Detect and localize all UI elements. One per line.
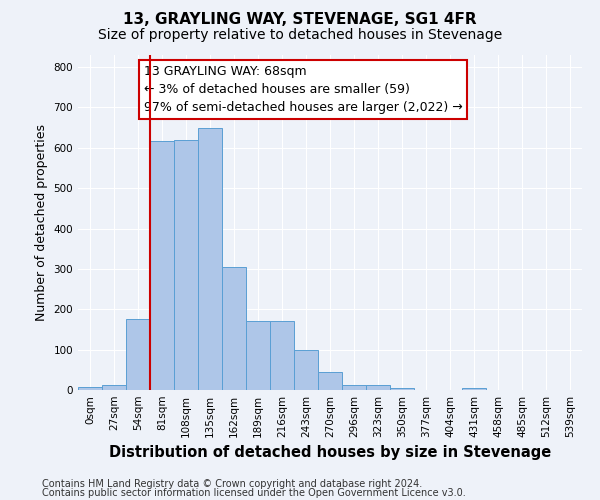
Bar: [462, 388, 486, 390]
Text: Contains HM Land Registry data © Crown copyright and database right 2024.: Contains HM Land Registry data © Crown c…: [42, 479, 422, 489]
Y-axis label: Number of detached properties: Number of detached properties: [35, 124, 48, 321]
Bar: [222, 267, 246, 390]
Bar: [126, 320, 150, 390]
Bar: [318, 372, 342, 390]
Bar: [198, 128, 222, 390]
X-axis label: Distribution of detached houses by size in Stevenage: Distribution of detached houses by size …: [109, 446, 551, 460]
Text: 13 GRAYLING WAY: 68sqm
← 3% of detached houses are smaller (59)
97% of semi-deta: 13 GRAYLING WAY: 68sqm ← 3% of detached …: [143, 65, 462, 114]
Text: 13, GRAYLING WAY, STEVENAGE, SG1 4FR: 13, GRAYLING WAY, STEVENAGE, SG1 4FR: [123, 12, 477, 28]
Bar: [78, 387, 102, 390]
Bar: [246, 320, 270, 390]
Bar: [294, 350, 318, 390]
Bar: [174, 140, 198, 390]
Bar: [366, 385, 390, 390]
Bar: [270, 320, 294, 390]
Bar: [390, 388, 414, 390]
Bar: [102, 385, 126, 390]
Text: Size of property relative to detached houses in Stevenage: Size of property relative to detached ho…: [98, 28, 502, 42]
Bar: [342, 385, 366, 390]
Text: Contains public sector information licensed under the Open Government Licence v3: Contains public sector information licen…: [42, 488, 466, 498]
Bar: [150, 140, 174, 390]
